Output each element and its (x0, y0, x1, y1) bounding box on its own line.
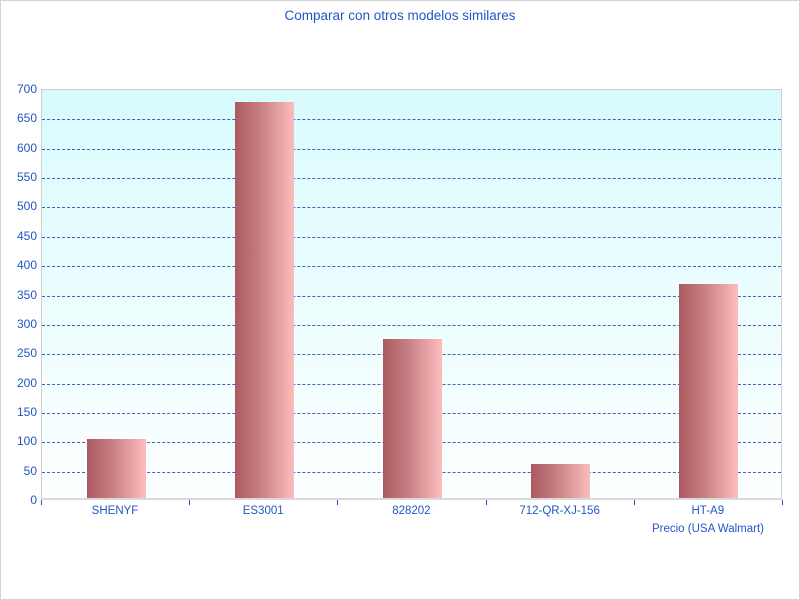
y-tick-label-400: 400 (16, 258, 37, 273)
x-tick-5 (782, 500, 783, 505)
gridline-500 (42, 207, 781, 209)
y-tick-label-300: 300 (16, 316, 37, 331)
y-tick-label-50: 50 (23, 463, 37, 478)
bar-828202 (383, 338, 442, 498)
y-tick-label-200: 200 (16, 375, 37, 390)
y-tick-label-250: 250 (16, 346, 37, 361)
bar-SHENYF (86, 439, 146, 498)
x-tick-1 (189, 500, 191, 505)
y-tick-label-0: 0 (30, 493, 37, 507)
bar-ES3001 (234, 101, 294, 498)
gridline-650 (42, 119, 781, 121)
y-tick-label-450: 450 (16, 228, 37, 243)
x-tick-0 (41, 500, 42, 505)
y-tick-label-350: 350 (16, 287, 37, 302)
y-tick-label-650: 650 (16, 111, 37, 126)
gridline-400 (42, 266, 781, 268)
x-category-label-HT-A9: HT-A9 (691, 505, 725, 517)
y-tick-label-600: 600 (16, 140, 37, 155)
x-tick-2 (337, 500, 339, 505)
x-tick-3 (485, 500, 487, 505)
gridline-350 (42, 295, 781, 297)
gridline-600 (42, 148, 781, 150)
x-category-label-SHENYF: SHENYF (91, 505, 139, 517)
y-tick-label-550: 550 (16, 170, 37, 185)
gridline-300 (42, 324, 781, 326)
plot-area (41, 89, 782, 500)
x-category-label-828202: 828202 (392, 505, 431, 517)
x-axis-title: Precio (USA Walmart) (651, 523, 765, 535)
y-tick-label-500: 500 (16, 199, 37, 214)
bar-712-QR-XJ-156 (531, 463, 591, 498)
x-category-label-712-QR-XJ-156: 712-QR-XJ-156 (519, 505, 600, 517)
gridline-450 (42, 236, 781, 238)
chart-title: Comparar con otros modelos similares (284, 8, 516, 23)
x-tick-4 (633, 500, 635, 505)
y-tick-label-150: 150 (16, 404, 37, 419)
gridline-550 (42, 178, 781, 180)
y-tick-label-700: 700 (16, 82, 37, 96)
x-category-label-ES3001: ES3001 (242, 505, 284, 517)
bar-HT-A9 (679, 283, 739, 498)
y-tick-label-100: 100 (16, 434, 37, 449)
